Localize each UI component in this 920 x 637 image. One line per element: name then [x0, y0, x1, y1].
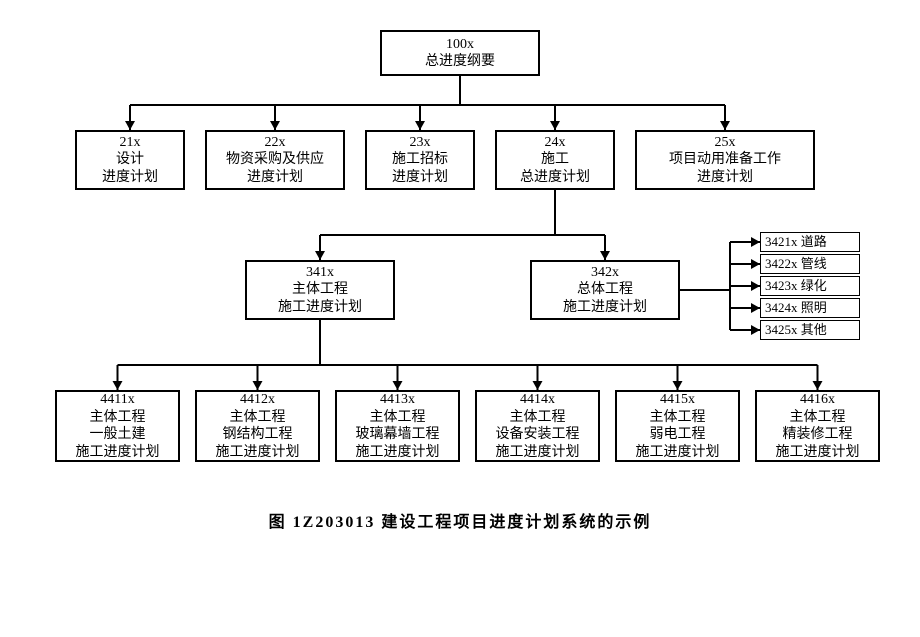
node-4413x: 4413x 主体工程 玻璃幕墙工程 施工进度计划: [335, 390, 460, 462]
node-4412x: 4412x 主体工程 钢结构工程 施工进度计划: [195, 390, 320, 462]
node-4415x: 4415x 主体工程 弱电工程 施工进度计划: [615, 390, 740, 462]
node-code: 100x: [386, 36, 534, 54]
node-22x: 22x 物资采购及供应 进度计划: [205, 130, 345, 190]
node-25x: 25x 项目动用准备工作 进度计划: [635, 130, 815, 190]
node-4414x: 4414x 主体工程 设备安装工程 施工进度计划: [475, 390, 600, 462]
node-23x: 23x 施工招标 进度计划: [365, 130, 475, 190]
node-4411x: 4411x 主体工程 一般土建 施工进度计划: [55, 390, 180, 462]
node-341x: 341x 主体工程 施工进度计划: [245, 260, 395, 320]
leaf-3424x: 3424x 照明: [760, 298, 860, 318]
node-342x: 342x 总体工程 施工进度计划: [530, 260, 680, 320]
node-root: 100x 总进度纲要: [380, 30, 540, 76]
node-21x: 21x 设计 进度计划: [75, 130, 185, 190]
node-24x: 24x 施工 总进度计划: [495, 130, 615, 190]
node-label: 总进度纲要: [386, 53, 534, 71]
leaf-3421x: 3421x 道路: [760, 232, 860, 252]
leaf-3423x: 3423x 绿化: [760, 276, 860, 296]
figure-caption: 图 1Z203013 建设工程项目进度计划系统的示例: [20, 508, 900, 532]
node-4416x: 4416x 主体工程 精装修工程 施工进度计划: [755, 390, 880, 462]
leaf-3422x: 3422x 管线: [760, 254, 860, 274]
leaf-3425x: 3425x 其他: [760, 320, 860, 340]
schedule-hierarchy-diagram: 100x 总进度纲要 21x 设计 进度计划 22x 物资采购及供应 进度计划 …: [20, 20, 900, 500]
